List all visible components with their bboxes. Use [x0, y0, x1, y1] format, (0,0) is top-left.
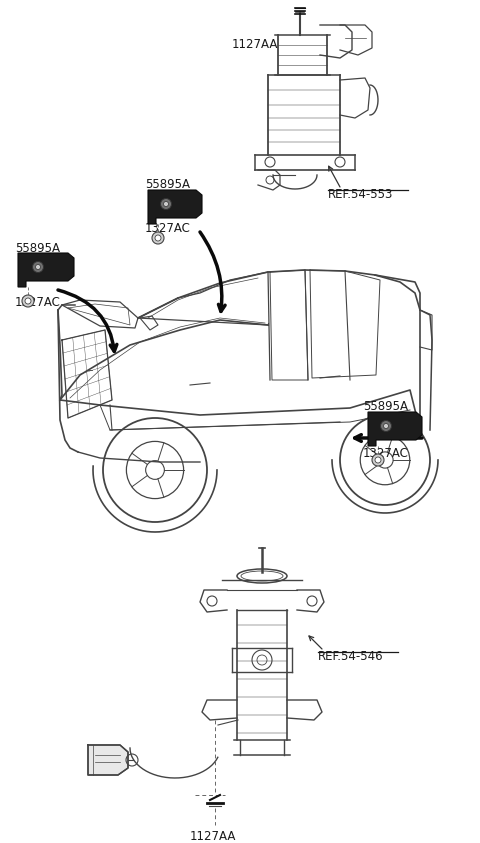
Circle shape	[152, 232, 164, 244]
Text: 1127AA: 1127AA	[190, 830, 236, 843]
Circle shape	[145, 460, 164, 480]
Polygon shape	[368, 412, 422, 446]
Circle shape	[155, 235, 161, 241]
Polygon shape	[88, 745, 128, 775]
Text: 1327AC: 1327AC	[15, 296, 61, 309]
Circle shape	[36, 265, 40, 270]
Polygon shape	[148, 190, 202, 224]
Text: 55895A: 55895A	[363, 400, 408, 413]
Text: 1327AC: 1327AC	[145, 222, 191, 235]
Text: 55895A: 55895A	[15, 242, 60, 255]
Polygon shape	[18, 253, 74, 287]
Circle shape	[384, 423, 388, 428]
Text: 55895A: 55895A	[145, 178, 190, 191]
Circle shape	[381, 421, 392, 432]
Circle shape	[375, 457, 381, 463]
Circle shape	[377, 452, 393, 468]
Circle shape	[160, 198, 171, 210]
Text: REF.54-546: REF.54-546	[318, 650, 384, 663]
Circle shape	[372, 454, 384, 466]
Text: 1127AA: 1127AA	[232, 38, 278, 51]
Circle shape	[164, 201, 168, 207]
Circle shape	[33, 261, 44, 272]
Text: 1327AC: 1327AC	[363, 447, 409, 460]
Circle shape	[25, 298, 31, 304]
Text: REF.54-553: REF.54-553	[328, 188, 394, 201]
Circle shape	[22, 295, 34, 307]
